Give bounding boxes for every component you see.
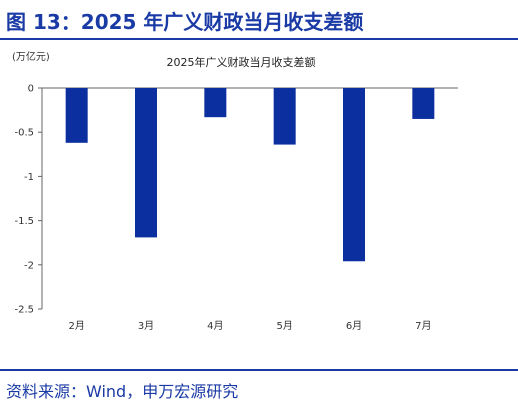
unit-label: (万亿元): [12, 50, 50, 63]
y-tick-label: 0: [28, 84, 34, 95]
x-tick-label: 7月: [415, 320, 431, 332]
bar-3月: [135, 88, 157, 238]
bar-5月: [273, 88, 296, 145]
y-tick-label: -0.5: [14, 128, 34, 139]
top-divider: [0, 38, 518, 40]
x-tick-label: 2月: [68, 320, 84, 332]
bar-4月: [204, 88, 227, 118]
bottom-divider: [0, 369, 518, 371]
y-tick-label: -2: [24, 260, 34, 271]
bar-7月: [412, 88, 435, 119]
x-tick-label: 3月: [138, 320, 154, 332]
source-note: 资料来源：Wind，申万宏源研究: [6, 382, 239, 401]
y-tick-label: -2.5: [14, 305, 34, 316]
bar-6月: [343, 88, 365, 262]
bar-2月: [65, 88, 88, 143]
axes: [38, 87, 458, 310]
x-tick-label: 4月: [207, 320, 223, 332]
y-tick-label: -1: [24, 172, 34, 183]
x-tick-label: 6月: [346, 320, 362, 332]
figure-title: 图 13：2025 年广义财政当月收支差额: [6, 10, 364, 34]
bar-chart: (万亿元) 2025年广义财政当月收支差额 2月 3月 4月 5月 6月 7月 0 -0.5…: [12, 50, 458, 332]
bars: [65, 88, 435, 262]
chart-title: 2025年广义财政当月收支差额: [167, 55, 316, 69]
y-tick-label: -1.5: [14, 216, 34, 227]
y-tick-labels: 0 -0.5 -1 -1.5 -2 -2.5: [14, 84, 34, 316]
x-tick-labels: 2月 3月 4月 5月 6月 7月: [68, 320, 431, 332]
x-tick-label: 5月: [276, 320, 292, 332]
